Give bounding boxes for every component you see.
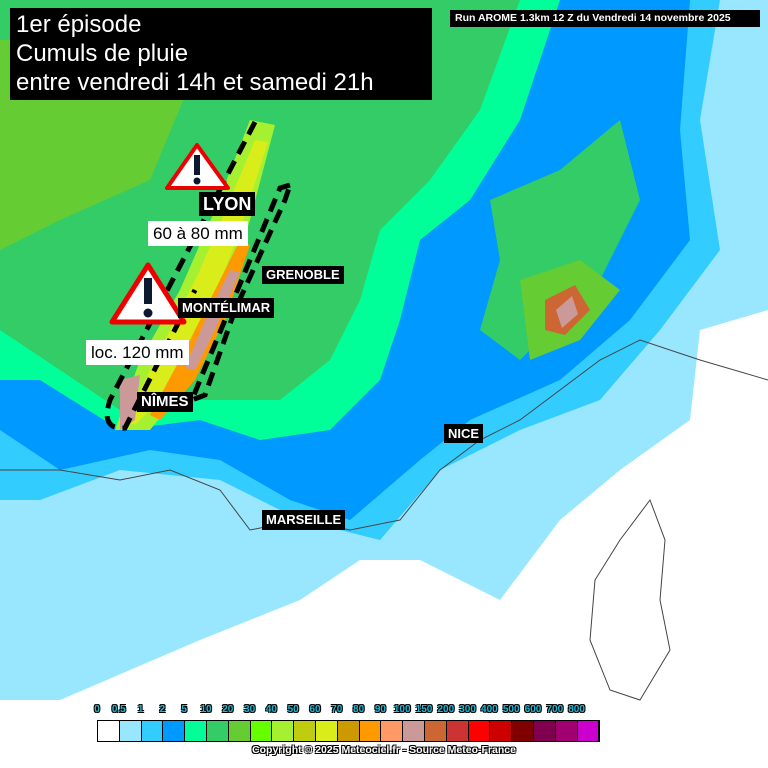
legend-label: 10	[200, 704, 212, 715]
legend-label: 300	[459, 704, 476, 715]
city-label-montelimar: MONTÉLIMAR	[178, 298, 275, 318]
legend-swatch	[359, 721, 382, 741]
warning-triangle-icon	[109, 262, 187, 325]
legend-swatch	[141, 721, 164, 741]
legend-swatch	[403, 721, 425, 741]
legend-label: 20	[222, 704, 234, 715]
legend-swatch	[555, 721, 578, 741]
legend-swatch	[119, 721, 142, 741]
legend-label: 100	[393, 704, 411, 715]
legend-label: 0	[94, 704, 100, 715]
legend-label: 500	[502, 704, 520, 715]
legend-swatch	[315, 721, 338, 741]
legend-swatch	[424, 721, 447, 741]
legend-swatch	[206, 721, 229, 741]
title-line: Cumuls de pluie	[16, 40, 189, 67]
legend-label: 80	[353, 704, 365, 715]
city-label-marseille: MARSEILLE	[262, 510, 346, 530]
legend-label: 30	[244, 704, 256, 715]
legend-swatch	[294, 721, 316, 741]
title-line: entre vendredi 14h et samedi 21h	[16, 69, 374, 96]
coastline	[0, 339, 768, 531]
legend-label: 0.5	[111, 704, 126, 715]
zone-outline-west	[104, 120, 258, 431]
legend-label: 90	[374, 704, 386, 715]
legend-label: 600	[524, 704, 542, 715]
city-label-grenoble: GRENOBLE	[262, 266, 344, 284]
legend-label: 40	[265, 704, 277, 715]
legend-label: 2	[159, 704, 166, 715]
legend-swatch	[272, 721, 295, 741]
legend-swatch	[490, 721, 513, 741]
corsica-coast	[589, 498, 671, 701]
legend-labels: 0 0.5 1 2 5 10 20 30 40 50 60 70 80 90 100 150 200 300 400…	[94, 704, 677, 718]
legend-swatch	[98, 721, 120, 741]
map-title: 1er épisode Cumuls de pluie entre vendre…	[10, 8, 432, 100]
legend-swatch	[468, 721, 491, 741]
city-label-nice: NICE	[444, 424, 484, 443]
legend-swatch	[512, 721, 534, 741]
zone-outline-east	[187, 181, 294, 405]
legend-colorbar	[97, 720, 601, 742]
warning-triangle-icon	[165, 143, 230, 190]
legend-swatch	[533, 721, 556, 741]
legend-swatch	[337, 721, 360, 741]
annotation-north: 60 à 80 mm	[148, 221, 248, 246]
legend-label: 70	[331, 704, 343, 715]
city-label-nimes: NÎMES	[137, 392, 193, 412]
legend-label: 60	[309, 704, 321, 715]
annotation-south: loc. 120 mm	[86, 340, 189, 365]
copyright: Copyright © 2025 Meteociel.fr - Source M…	[252, 744, 516, 756]
legend-label: 700	[546, 704, 564, 715]
legend-label: 150	[415, 704, 433, 715]
legend-label: 200	[437, 704, 455, 715]
legend-label: 800	[568, 704, 585, 715]
legend-label: 50	[287, 704, 299, 715]
legend-label: 5	[181, 704, 187, 715]
legend-swatch	[577, 721, 600, 741]
legend-swatch	[228, 721, 251, 741]
city-label-lyon: LYON	[199, 192, 256, 216]
legend-swatch	[381, 721, 404, 741]
legend-label: 1	[137, 704, 144, 715]
legend-label: 400	[481, 704, 498, 715]
legend-swatch	[163, 721, 186, 741]
run-info: Run AROME 1.3km 12 Z du Vendredi 14 nove…	[450, 10, 760, 27]
legend-swatch	[446, 721, 469, 741]
title-line: 1er épisode	[16, 11, 142, 38]
legend-swatch	[185, 721, 207, 741]
legend-swatch	[250, 721, 273, 741]
